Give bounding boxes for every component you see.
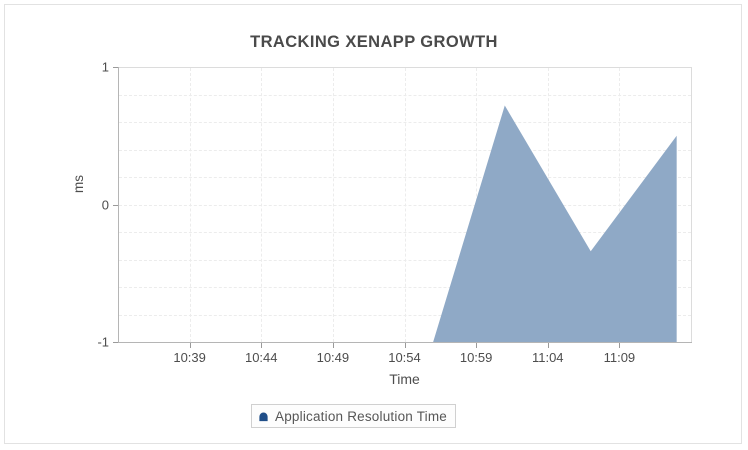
x-tick-mark [476,343,478,348]
plot-right-border [691,67,692,343]
x-tick-mark [261,343,263,348]
y-tick-label: -1 [97,334,109,350]
x-tick-label: 11:09 [603,350,636,365]
gridline-vertical [261,68,263,342]
x-tick-label: 10:59 [459,350,493,365]
x-axis-title: Time [389,371,420,387]
x-tick-label: 10:49 [316,350,350,365]
y-tick-mark [113,67,118,68]
x-tick-mark [189,343,191,348]
y-axis-line [118,67,119,343]
x-tick-mark [404,343,406,348]
gridline-vertical [189,68,191,342]
x-tick-mark [547,343,549,348]
dome-marker-icon [259,412,268,421]
chart-legend[interactable]: Application Resolution Time [251,404,456,428]
y-axis-title: ms [71,175,86,193]
x-tick-label: 11:04 [531,350,564,365]
area-series-application-resolution-time [433,105,677,342]
x-tick-label: 10:39 [173,350,206,365]
x-tick-mark [619,343,621,348]
gridline-vertical [332,68,334,342]
gridline-vertical [619,68,621,342]
chart-title: TRACKING XENAPP GROWTH [250,33,498,51]
y-tick-label: 0 [101,197,109,212]
x-tick-mark [332,343,334,348]
x-tick-label: 10:54 [388,350,421,365]
plot-top-border [118,67,692,68]
x-tick-label: 10:44 [244,350,278,365]
x-axis-line [118,342,692,343]
chart-panel: TRACKING XENAPP GROWTH ms Time 1 0 -1 10:3… [4,4,742,444]
area-fill-path [433,105,677,342]
legend-item-label: Application Resolution Time [275,408,447,424]
y-tick-mark [113,204,118,206]
y-tick-label: 1 [101,59,109,75]
gridline-vertical [404,68,406,342]
plot-area: 1 0 -1 10:39 10:44 10:49 10:54 10:59 11:04 11:09 [97,60,692,365]
y-tick-mark [113,342,118,343]
